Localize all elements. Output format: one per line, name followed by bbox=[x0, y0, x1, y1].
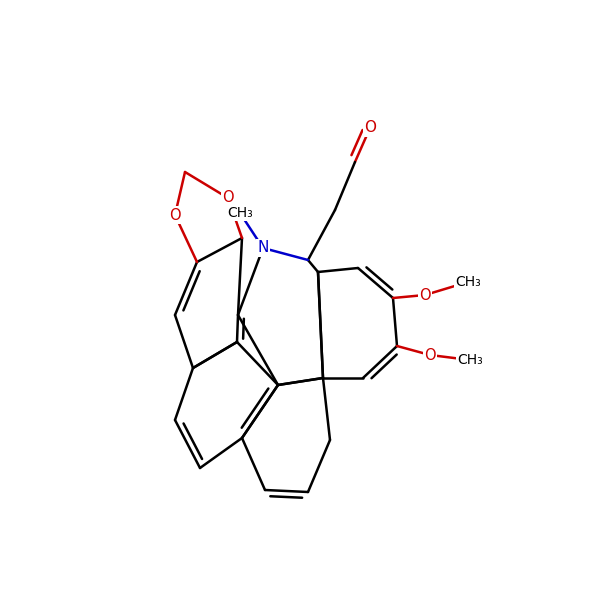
Text: O: O bbox=[419, 287, 431, 302]
Text: O: O bbox=[222, 191, 234, 205]
Text: O: O bbox=[364, 121, 376, 136]
Text: CH₃: CH₃ bbox=[455, 275, 481, 289]
Text: O: O bbox=[424, 347, 436, 362]
Text: O: O bbox=[169, 208, 181, 223]
Text: N: N bbox=[257, 241, 269, 256]
Text: CH₃: CH₃ bbox=[227, 206, 253, 220]
Text: CH₃: CH₃ bbox=[457, 353, 483, 367]
